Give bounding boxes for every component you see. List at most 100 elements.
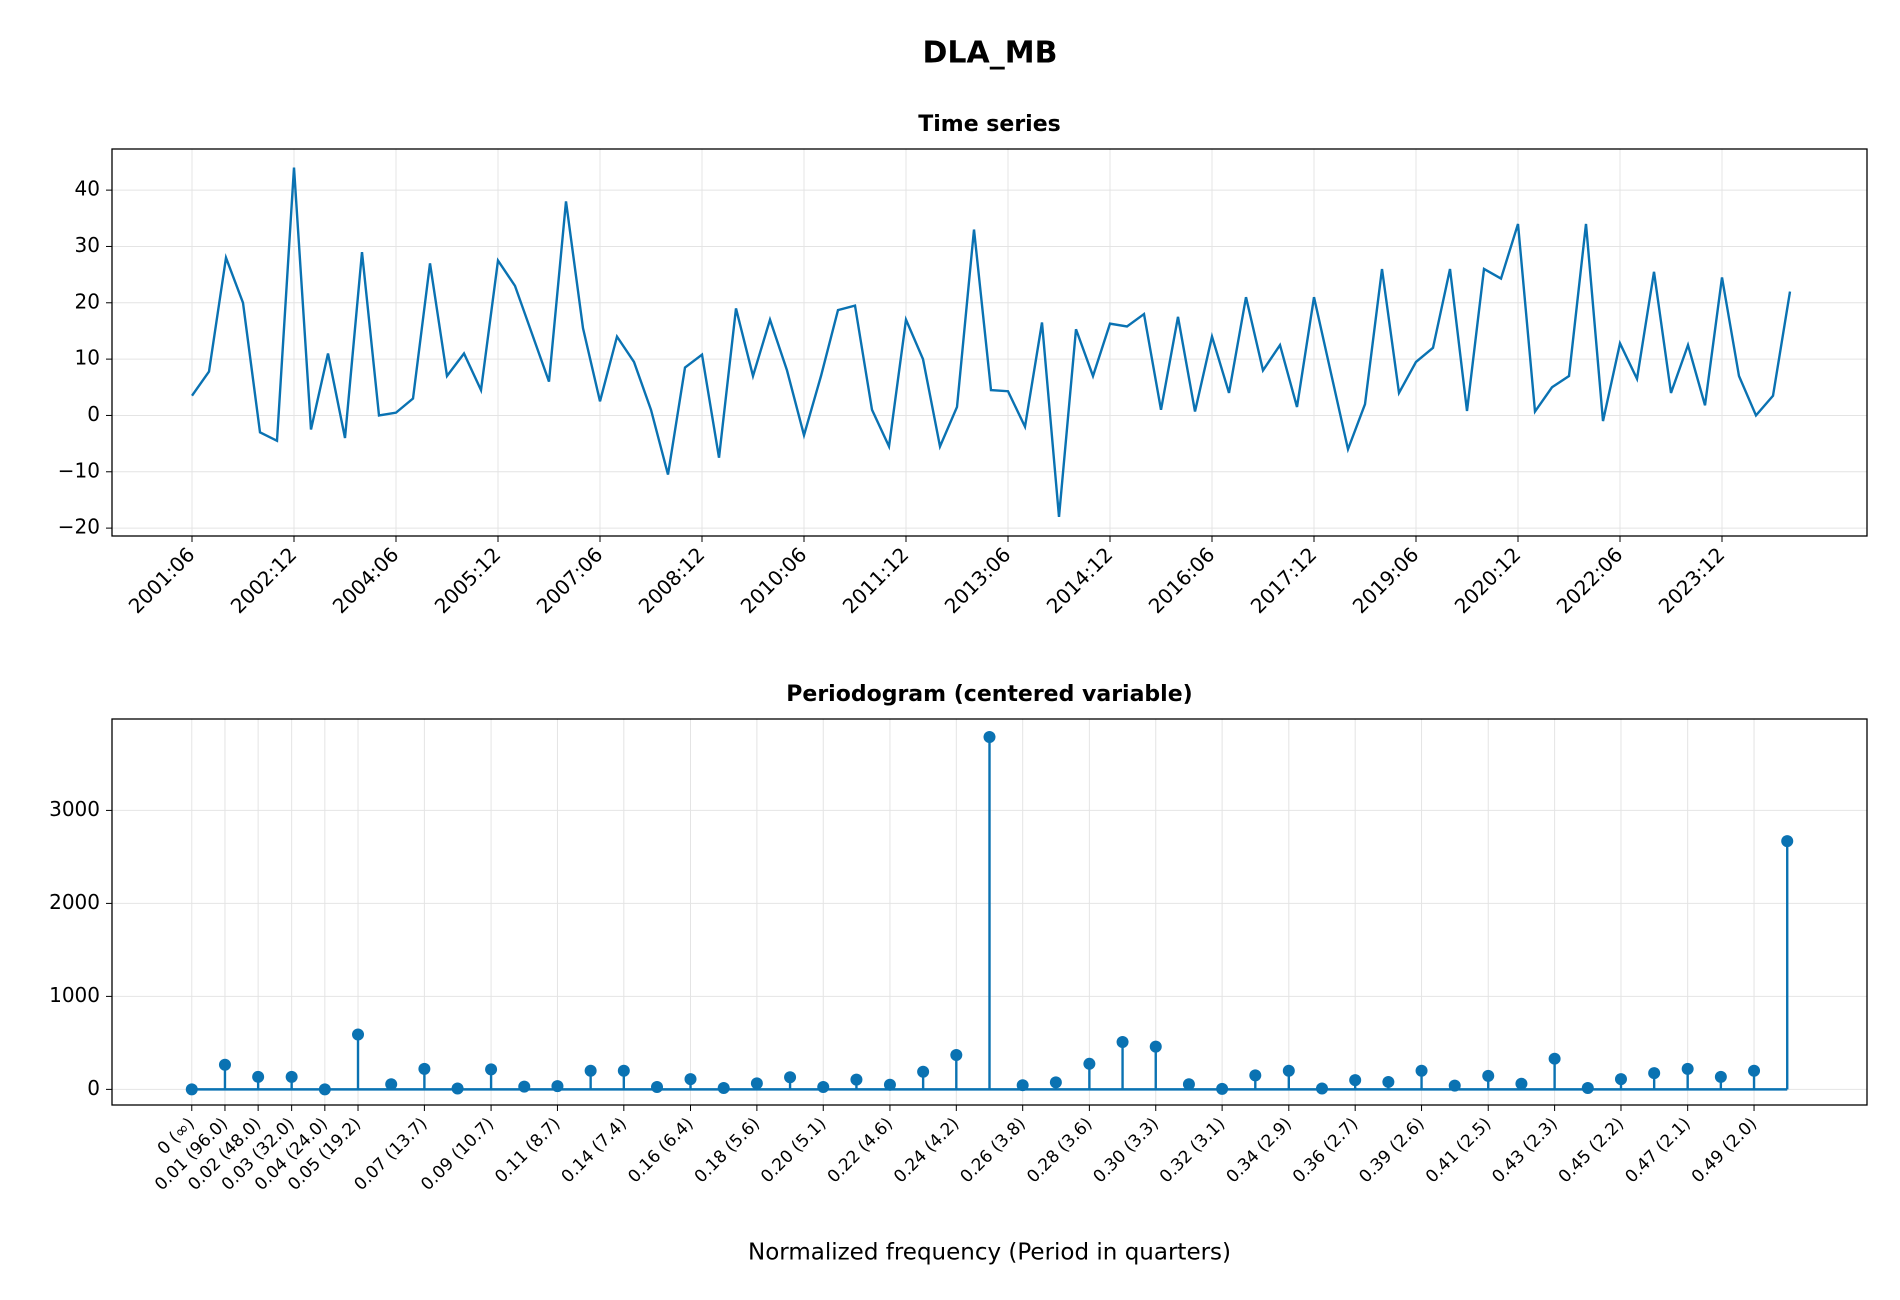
x-tick-label: 0.11 (8.7) xyxy=(491,1114,564,1187)
plot-frame xyxy=(111,148,1868,537)
x-tick-label: 2011:12 xyxy=(838,542,914,618)
x-tick-label: 0.22 (4.6) xyxy=(824,1114,897,1187)
x-tick-label: 2016:06 xyxy=(1144,542,1220,618)
stem-marker xyxy=(385,1078,398,1091)
x-tick-label: 0.47 (2.1) xyxy=(1622,1114,1695,1187)
x-tick-label: 2004:06 xyxy=(328,542,404,618)
stem-marker xyxy=(1515,1077,1528,1090)
x-tick-label: 0.32 (3.1) xyxy=(1156,1114,1229,1187)
stem-marker xyxy=(1548,1052,1561,1065)
stem-marker xyxy=(1681,1062,1694,1075)
x-tick-label: 2001:06 xyxy=(124,542,200,618)
x-tick-label: 0.45 (2.2) xyxy=(1555,1114,1628,1187)
x-tick-label: 2010:06 xyxy=(736,542,812,618)
stem-marker xyxy=(1016,1079,1029,1092)
y-tick-label: 10 xyxy=(75,346,100,370)
stem-marker xyxy=(551,1080,564,1093)
stem-marker xyxy=(1781,835,1794,848)
stem-marker xyxy=(418,1062,431,1075)
stem-marker xyxy=(1315,1082,1328,1095)
stem-marker xyxy=(1648,1067,1661,1080)
stem-marker xyxy=(1448,1079,1461,1092)
y-tick-label: 2000 xyxy=(49,890,100,914)
stem-marker xyxy=(850,1073,863,1086)
stem-marker xyxy=(1482,1069,1495,1082)
stem-marker xyxy=(784,1071,797,1084)
x-tick-label: 2014:12 xyxy=(1042,542,1118,618)
x-tick-label: 0.39 (2.6) xyxy=(1355,1114,1428,1187)
stem-marker xyxy=(1748,1064,1761,1077)
stem-marker xyxy=(1182,1078,1195,1091)
x-tick-label: 0.14 (7.4) xyxy=(558,1114,631,1187)
x-tick-label: 2023:12 xyxy=(1654,542,1730,618)
stem-marker xyxy=(1415,1064,1428,1077)
stem-marker xyxy=(218,1058,231,1071)
stem-marker xyxy=(883,1078,896,1091)
stem-marker xyxy=(1116,1035,1129,1048)
stem-marker xyxy=(352,1028,365,1041)
x-tick-label: 2005:12 xyxy=(430,542,506,618)
x-tick-label: 0.24 (4.2) xyxy=(890,1114,963,1187)
x-tick-label: 0.18 (5.6) xyxy=(691,1114,764,1187)
x-tick-label: 0.36 (2.7) xyxy=(1289,1114,1362,1187)
x-tick-label: 2020:12 xyxy=(1450,542,1526,618)
y-tick-label: 40 xyxy=(75,177,100,201)
stem-marker xyxy=(1083,1057,1096,1070)
stem-marker xyxy=(584,1064,597,1077)
plot-frame xyxy=(111,718,1868,1106)
y-tick-label: 0 xyxy=(87,402,100,426)
stem-marker xyxy=(1282,1064,1295,1077)
x-axis-label: Normalized frequency (Period in quarters… xyxy=(748,1240,1231,1266)
y-tick-label: 30 xyxy=(75,233,100,257)
stem-marker xyxy=(285,1070,298,1083)
y-tick-label: −10 xyxy=(58,458,100,482)
stem-marker xyxy=(1216,1082,1229,1095)
stem-marker xyxy=(950,1048,963,1061)
y-tick-label: 0 xyxy=(87,1076,100,1100)
y-tick-label: 3000 xyxy=(49,797,100,821)
stem-marker xyxy=(252,1070,265,1083)
stem-marker xyxy=(1049,1076,1062,1089)
stem-marker xyxy=(1382,1075,1395,1088)
figure-title: DLA_MB xyxy=(923,36,1058,71)
x-tick-label: 2022:06 xyxy=(1552,542,1628,618)
stem-marker xyxy=(617,1064,630,1077)
x-tick-label: 0.20 (5.1) xyxy=(757,1114,830,1187)
stem-marker xyxy=(1581,1081,1594,1094)
stem-marker xyxy=(1614,1073,1627,1086)
x-tick-label: 2013:06 xyxy=(940,542,1016,618)
x-tick-label: 0.41 (2.5) xyxy=(1422,1114,1495,1187)
stem-marker xyxy=(651,1081,664,1094)
stem-marker xyxy=(485,1063,498,1076)
x-tick-label: 0.43 (2.3) xyxy=(1488,1114,1561,1187)
stem-marker xyxy=(1149,1040,1162,1053)
x-tick-label: 0.28 (3.6) xyxy=(1023,1114,1096,1187)
stem-marker xyxy=(185,1083,198,1096)
stem-marker xyxy=(917,1065,930,1078)
y-tick-label: 1000 xyxy=(49,983,100,1007)
stem-marker xyxy=(451,1082,464,1095)
y-tick-label: 20 xyxy=(75,289,100,313)
x-tick-label: 0.30 (3.3) xyxy=(1090,1114,1163,1187)
y-tick-label: −20 xyxy=(58,515,100,539)
stem-marker xyxy=(1714,1070,1727,1083)
x-tick-label: 0.26 (3.8) xyxy=(957,1114,1030,1187)
stem-marker xyxy=(983,730,996,743)
stem-marker xyxy=(817,1081,830,1094)
stem-marker xyxy=(750,1077,763,1090)
x-tick-label: 2019:06 xyxy=(1348,542,1424,618)
x-tick-label: 0.34 (2.9) xyxy=(1223,1114,1296,1187)
x-tick-label: 0.16 (6.4) xyxy=(624,1114,697,1187)
series-line xyxy=(191,167,1792,517)
stem-marker xyxy=(1249,1069,1262,1082)
stem-marker xyxy=(318,1083,331,1096)
subplot-title: Time series xyxy=(918,112,1060,137)
x-tick-label: 2017:12 xyxy=(1246,542,1322,618)
stem-marker xyxy=(717,1081,730,1094)
stem-marker xyxy=(1349,1074,1362,1087)
stem-marker xyxy=(518,1080,531,1093)
x-tick-label: 2002:12 xyxy=(226,542,302,618)
x-tick-label: 0.49 (2.0) xyxy=(1688,1114,1761,1187)
x-tick-label: 2008:12 xyxy=(634,542,710,618)
